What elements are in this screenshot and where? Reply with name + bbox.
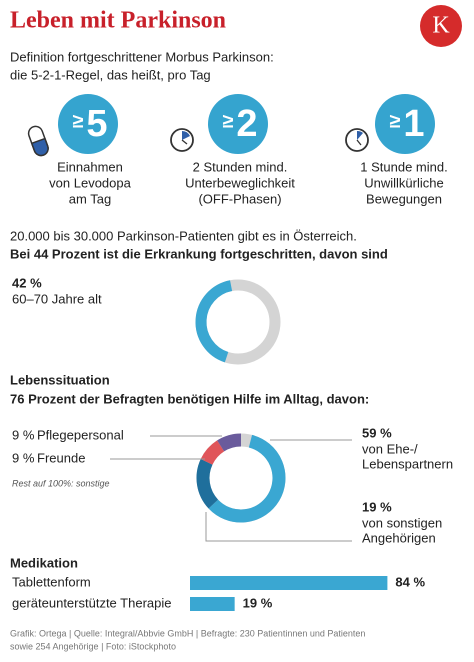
- value-label: 59 %: [362, 425, 392, 440]
- stat: Bei 44 Prozent ist die Erkrankung fortge…: [10, 246, 388, 261]
- category-label: 60–70 Jahre alt: [12, 291, 102, 306]
- bar: [190, 576, 388, 590]
- donut-segment: [195, 280, 233, 363]
- rule-label: von Levodopa: [49, 175, 131, 190]
- rule-label: 2 Stunden mind.: [193, 159, 288, 174]
- rule-label: Unterbeweglichkeit: [185, 175, 295, 190]
- donut-segment: [217, 433, 242, 452]
- section-subtitle: 76 Prozent der Befragten benötigen Hilfe…: [10, 391, 369, 406]
- note: Rest auf 100%: sonstige: [12, 478, 110, 488]
- bar: [190, 597, 235, 611]
- section-title: Lebenssituation: [10, 372, 110, 387]
- rule-label: Bewegungen: [366, 191, 442, 206]
- clock-icon: [170, 128, 194, 152]
- category-label: Lebenspartnern: [362, 456, 453, 471]
- donut-segment: [200, 440, 225, 465]
- rule-sign: ≥: [223, 110, 234, 132]
- category-label: Freunde: [37, 450, 85, 465]
- clock-icon: [345, 128, 369, 152]
- footer: sowie 254 Angehörige | Foto: iStockphoto: [10, 641, 176, 651]
- rule-number: 5: [86, 103, 107, 145]
- rule-sign: ≥: [390, 110, 401, 132]
- rule-label: (OFF-Phasen): [198, 191, 281, 206]
- donut-segment: [208, 434, 286, 523]
- pill-icon: [27, 125, 49, 157]
- value-label: 9 %: [12, 427, 35, 442]
- category-label: von Ehe-/: [362, 441, 418, 456]
- category-label: Pflegepersonal: [37, 427, 124, 442]
- leader-line: [205, 512, 352, 542]
- stat: 20.000 bis 30.000 Parkinson-Patienten gi…: [10, 228, 357, 243]
- section-title: Medikation: [10, 555, 78, 570]
- rule-label: Einnahmen: [57, 159, 123, 174]
- rule-number: 1: [403, 103, 424, 145]
- rule-label: Unwillkürliche: [364, 175, 443, 190]
- footer: Grafik: Ortega | Quelle: Integral/Abbvie…: [10, 628, 365, 638]
- rule-sign: ≥: [73, 110, 84, 132]
- title: Leben mit Parkinson: [10, 8, 226, 34]
- donut-segment: [196, 459, 219, 509]
- category-label: geräteunterstützte Therapie: [12, 595, 171, 610]
- logo: K: [432, 13, 450, 39]
- rule-circle: [208, 94, 268, 154]
- intro: Definition fortgeschrittener Morbus Park…: [10, 49, 274, 64]
- rule-number: 2: [236, 103, 257, 145]
- value-label: 84 %: [395, 574, 425, 589]
- rule-circle: [58, 94, 118, 154]
- rule-label: am Tag: [69, 191, 111, 206]
- value-label: 9 %: [12, 450, 35, 465]
- category-label: Tablettenform: [12, 574, 91, 589]
- rule-circle: [375, 94, 435, 154]
- value-label: 19 %: [243, 595, 273, 610]
- logo-bg: [420, 5, 462, 47]
- rule-label: 1 Stunde mind.: [360, 159, 447, 174]
- category-label: von sonstigen: [362, 515, 442, 530]
- category-label: Angehörigen: [362, 530, 436, 545]
- value-label: 19 %: [362, 499, 392, 514]
- value-label: 42 %: [12, 275, 42, 290]
- intro: die 5-2-1-Regel, das heißt, pro Tag: [10, 67, 211, 82]
